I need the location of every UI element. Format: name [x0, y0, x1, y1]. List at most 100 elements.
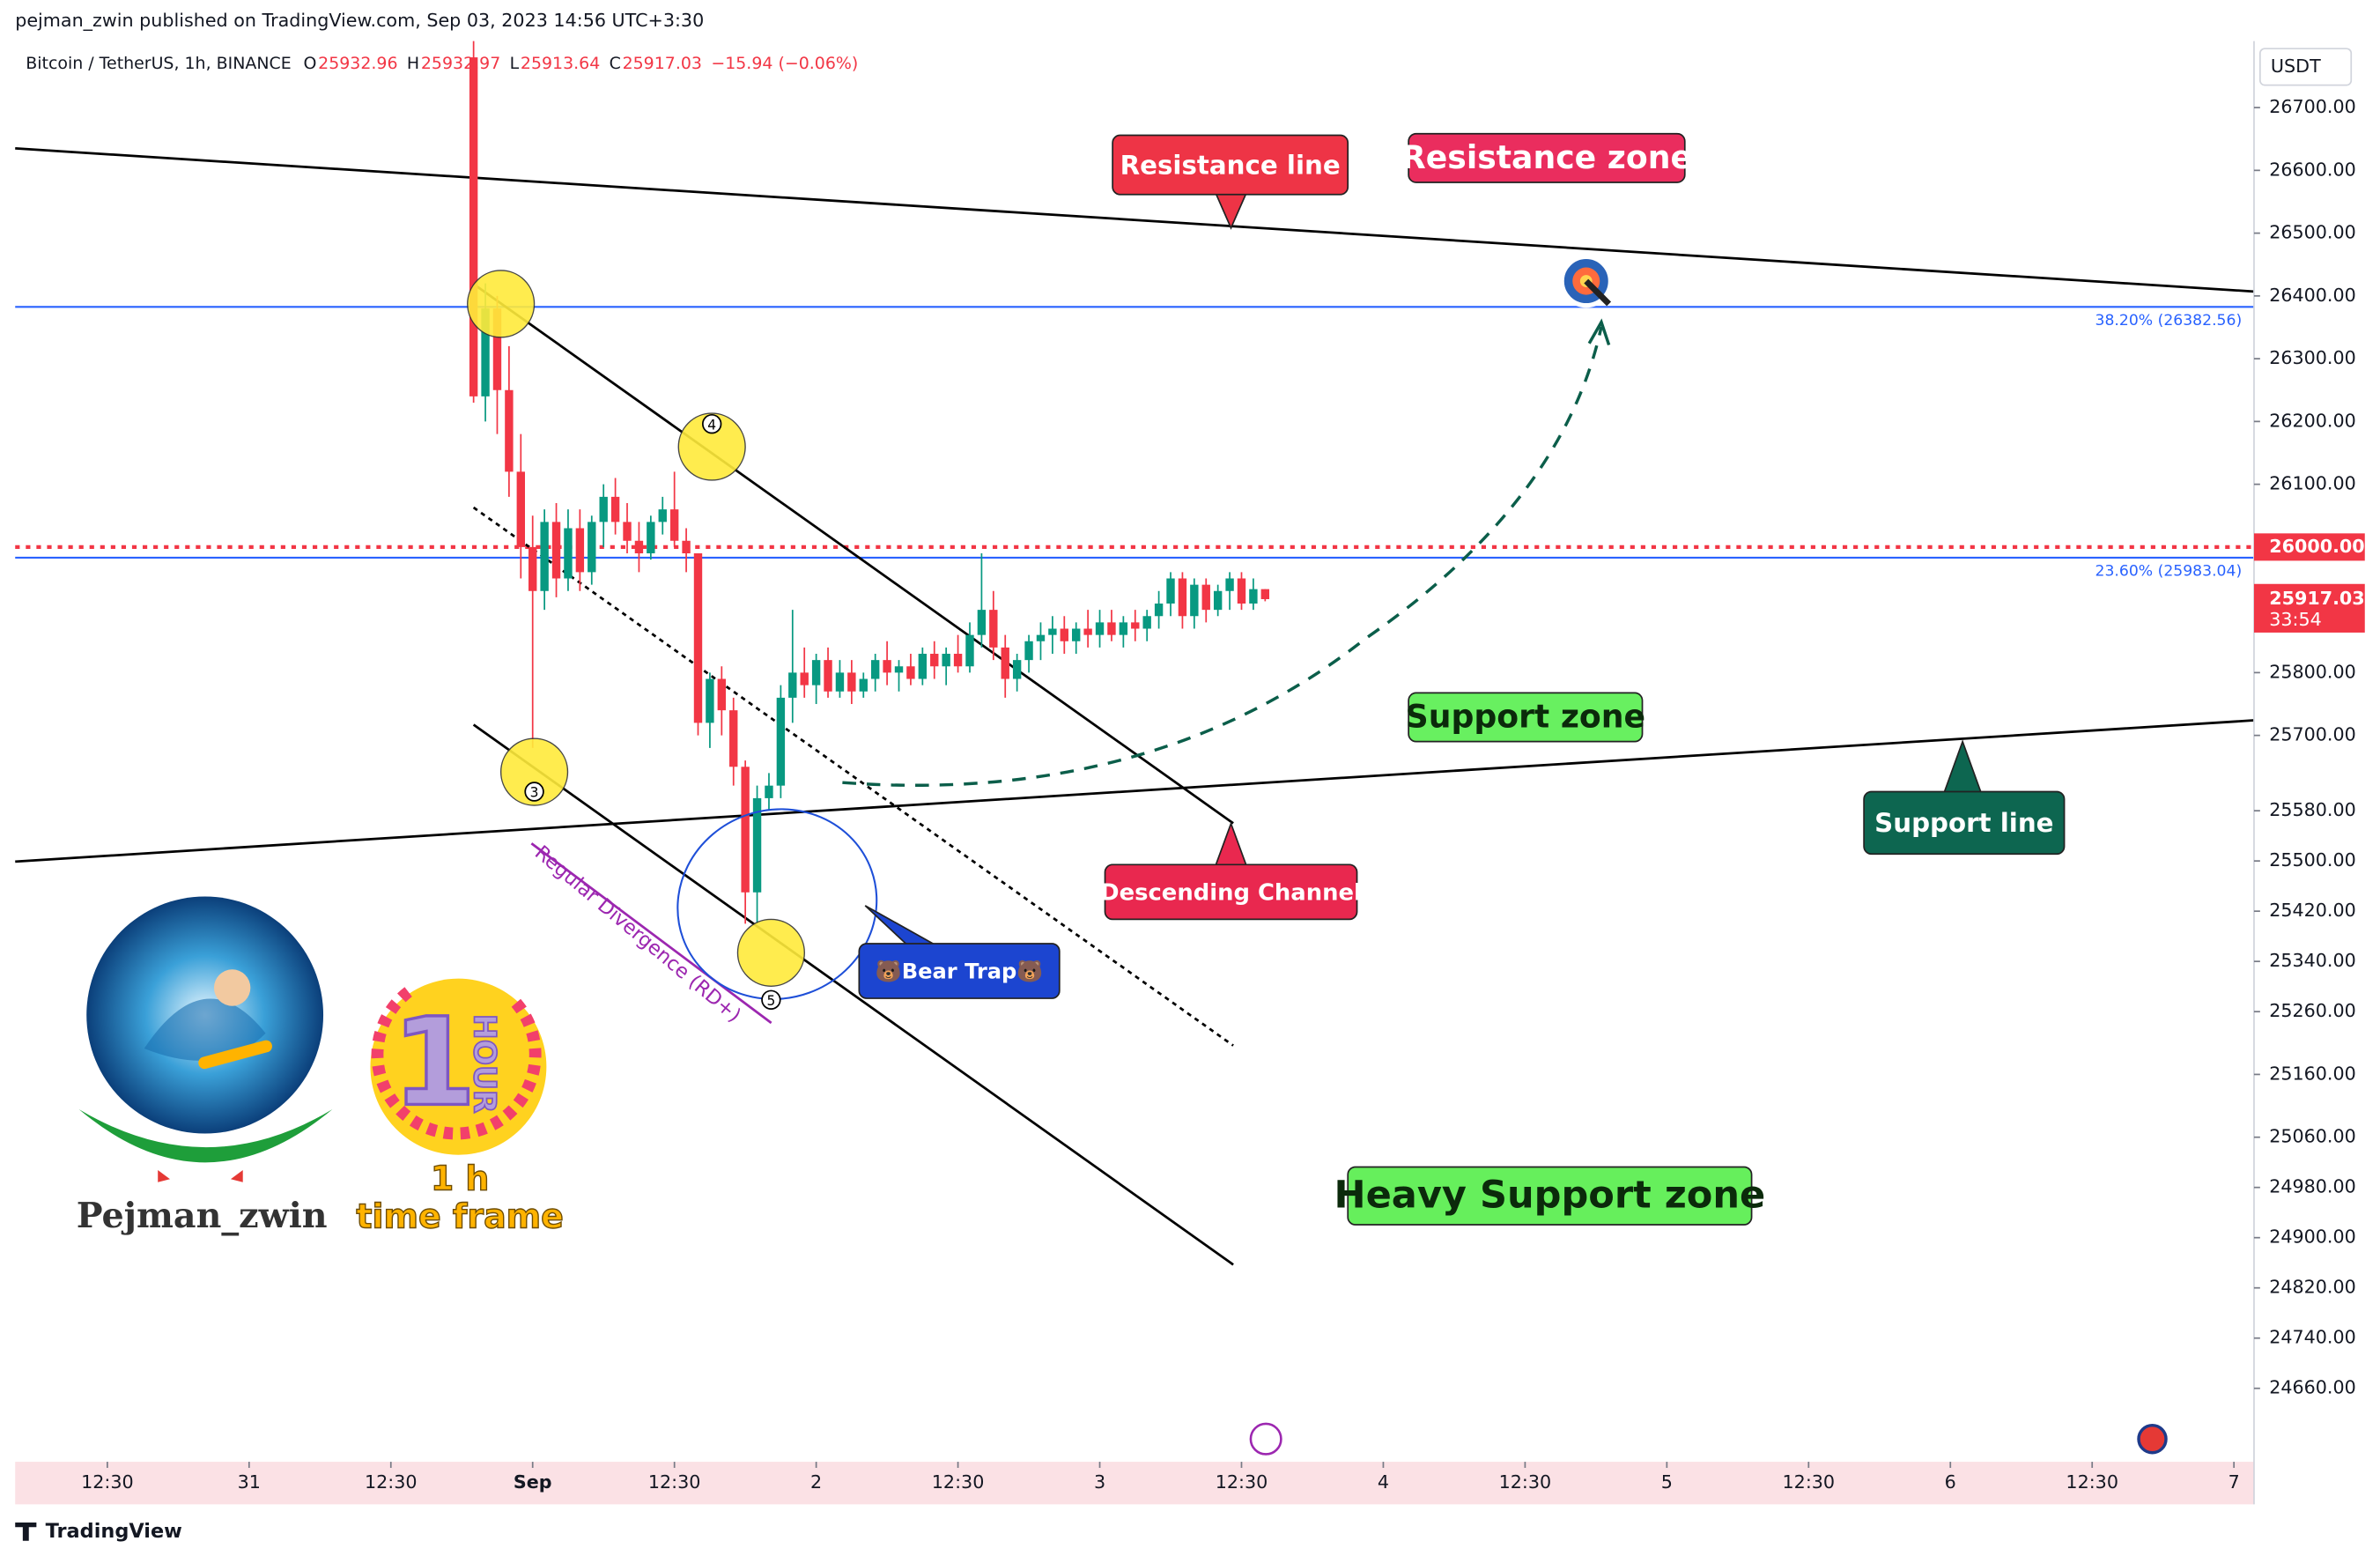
candle-body: [682, 540, 691, 554]
x-tick-label: 12:30: [932, 1471, 985, 1493]
candle-body: [1095, 622, 1105, 635]
symbol-title: Bitcoin / TetherUS, 1h, BINANCE: [26, 54, 291, 73]
resistance-zone-label: Resistance zone: [1401, 138, 1692, 176]
y-tick-label: 25160.00: [2269, 1063, 2356, 1084]
candle-body: [1249, 589, 1258, 604]
support-line-label: Support line: [1874, 808, 2053, 838]
candle-body: [989, 610, 998, 648]
candle-body: [658, 509, 667, 522]
candle-body: [575, 528, 585, 573]
x-tick-label: 12:30: [1216, 1471, 1268, 1493]
y-tick-label: 25420.00: [2269, 900, 2356, 921]
ohlc-key: H: [407, 54, 419, 73]
candle-body: [634, 540, 644, 554]
x-tick-label: 12:30: [648, 1471, 701, 1493]
candle-body: [930, 654, 939, 667]
descending-channel-label-box: [1104, 863, 1358, 921]
candle-body: [1213, 590, 1223, 611]
x-tick-label: 12:30: [1783, 1471, 1836, 1493]
candle-body: [765, 785, 773, 798]
candle-body: [717, 678, 727, 711]
wave-label: 3: [530, 785, 539, 801]
y-tick-label: 25580.00: [2269, 799, 2356, 820]
replay-icon: [1249, 1422, 1282, 1456]
candle-body: [1237, 578, 1246, 604]
x-tick-label: 12:30: [2066, 1471, 2118, 1493]
candle-body: [505, 389, 514, 472]
candle-body: [1012, 660, 1022, 679]
timeframe-subtitle: time frame: [356, 1197, 563, 1236]
x-tick-label: Sep: [514, 1471, 552, 1493]
price-line-tag: [2253, 533, 2365, 561]
logo-avatar: [213, 969, 251, 1006]
bear-trap-label-box: [858, 943, 1061, 999]
candle-body: [588, 522, 596, 573]
wave-circle: [499, 737, 569, 806]
trendline: [472, 723, 1234, 1266]
x-tick-label: 4: [1378, 1471, 1389, 1493]
candle-body: [706, 678, 714, 723]
wave-label: 5: [766, 993, 775, 1009]
badge-word: HOUR: [466, 1014, 501, 1114]
footer-brand: TradingView: [46, 1520, 182, 1543]
logo-swoosh: [78, 1108, 333, 1163]
y-tick-label: 24660.00: [2269, 1377, 2356, 1398]
currency: USDT: [2271, 56, 2321, 77]
y-tick-label: 24740.00: [2269, 1327, 2356, 1348]
candle-body: [788, 672, 797, 698]
candle-body: [516, 471, 525, 547]
support-line-label-box: [1863, 790, 2066, 856]
trendline: [15, 147, 2255, 293]
candle-body: [918, 654, 928, 679]
candle-body: [847, 672, 856, 692]
x-tick-label: 5: [1661, 1471, 1673, 1493]
projection-arrow: [1587, 318, 1611, 346]
y-tick-label: 25340.00: [2269, 950, 2356, 971]
last-price: 25917.03: [2269, 588, 2365, 609]
time-axis: [15, 1462, 2254, 1505]
y-tick-label: 26200.00: [2269, 410, 2356, 431]
resistance-zone-label-box: [1408, 132, 1686, 183]
y-tick-label: 24820.00: [2269, 1277, 2356, 1298]
trendline: [530, 842, 772, 1025]
candle-body: [811, 660, 821, 685]
descending-channel-label: Descending Channel: [1100, 880, 1362, 907]
candle-body: [1060, 628, 1068, 641]
wave-circle: [467, 270, 536, 338]
price-axis: [2253, 41, 2365, 1505]
x-tick-label: 2: [810, 1471, 822, 1493]
bear-trap-ellipse: [676, 808, 878, 1000]
heavy-support-label: Heavy Support zone: [1334, 1173, 1766, 1217]
candle-body: [564, 528, 573, 579]
candle-body: [1190, 584, 1199, 617]
ohlc-key: O: [304, 54, 317, 73]
y-tick-label: 26600.00: [2269, 159, 2356, 180]
resistance-line-label: Resistance line: [1120, 150, 1341, 180]
countdown: 33:54: [2269, 609, 2322, 630]
candle-body: [953, 654, 963, 667]
logo: Pejman_zwin 1 HOUR 1 h time frame: [77, 896, 565, 1236]
candle-body: [1225, 578, 1234, 591]
candle-body: [693, 553, 703, 723]
candle-body: [1166, 578, 1175, 604]
ohlc-value: 25932.97: [421, 54, 500, 73]
candle-body: [469, 57, 478, 396]
wave-marker: [524, 782, 544, 802]
wave-marker: [761, 989, 781, 1011]
candle-body: [1001, 647, 1009, 679]
badge-digit: 1: [392, 991, 477, 1133]
candle-body: [1142, 616, 1151, 629]
y-tick-label: 25500.00: [2269, 849, 2356, 871]
y-tick-label: 25260.00: [2269, 1000, 2356, 1021]
flag-icon: [2137, 1423, 2168, 1455]
candle-body: [752, 797, 762, 893]
y-tick-label: 24980.00: [2269, 1176, 2356, 1197]
target-dart: [1584, 278, 1612, 307]
candle-body: [551, 522, 561, 579]
candle-body: [776, 697, 786, 786]
x-tick-label: 3: [1094, 1471, 1105, 1493]
candle-body: [1260, 589, 1270, 600]
wave-marker: [701, 413, 722, 434]
candle-body: [859, 678, 868, 692]
bear-trap-label: 🐻Bear Trap🐻: [876, 959, 1044, 984]
